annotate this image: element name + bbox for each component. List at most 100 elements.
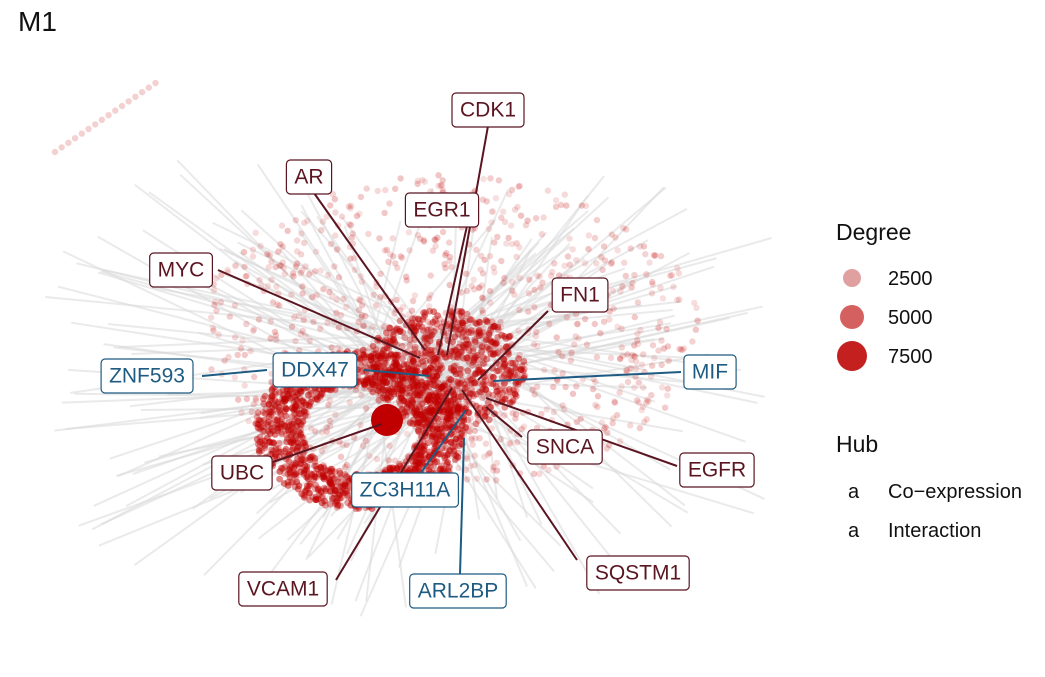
node <box>314 487 322 494</box>
node <box>474 417 482 424</box>
node <box>511 291 518 298</box>
node <box>503 343 510 351</box>
node <box>503 240 510 247</box>
node <box>414 231 422 239</box>
node <box>561 262 568 269</box>
node <box>410 363 417 370</box>
node <box>404 391 411 398</box>
node <box>418 379 426 386</box>
node <box>473 330 480 338</box>
node <box>332 487 339 494</box>
node <box>406 418 414 426</box>
node <box>326 479 334 486</box>
node <box>427 364 434 372</box>
node <box>408 404 415 411</box>
node <box>353 212 361 220</box>
node <box>333 309 340 317</box>
node <box>664 385 671 392</box>
node <box>458 371 465 378</box>
node <box>416 446 423 453</box>
node <box>454 453 461 461</box>
node <box>435 172 442 179</box>
node <box>479 295 486 302</box>
node <box>569 390 577 397</box>
node <box>423 415 430 423</box>
node <box>298 405 305 412</box>
node <box>434 397 442 404</box>
edge <box>477 347 702 360</box>
node <box>471 286 478 293</box>
node <box>463 287 471 295</box>
node <box>432 236 439 243</box>
node <box>494 349 501 357</box>
node <box>366 375 374 382</box>
node <box>415 419 422 426</box>
node <box>373 455 381 463</box>
node <box>514 371 521 379</box>
node <box>516 182 523 190</box>
node <box>239 337 246 344</box>
node <box>473 390 480 398</box>
node <box>376 362 384 370</box>
degree-legend-title: Degree <box>836 219 911 245</box>
node <box>145 84 152 91</box>
node <box>505 392 513 399</box>
hub-label-text-znf593: ZNF593 <box>109 365 185 388</box>
node <box>267 335 274 342</box>
node <box>296 395 304 402</box>
node <box>499 389 507 397</box>
node <box>415 418 423 426</box>
node <box>432 358 440 366</box>
node <box>658 361 665 369</box>
connector-myc <box>217 269 421 359</box>
node <box>283 438 290 446</box>
node <box>418 323 426 331</box>
node <box>401 385 409 392</box>
hub-label-box-myc <box>149 252 213 288</box>
node <box>467 415 474 422</box>
hub-label-text-egr1: EGR1 <box>413 199 470 222</box>
node <box>421 311 429 318</box>
hub-legend-glyph-interaction: a <box>848 520 860 542</box>
node <box>484 451 492 458</box>
node <box>442 418 450 425</box>
node <box>268 387 276 394</box>
node <box>266 438 274 446</box>
edge <box>279 248 387 373</box>
node <box>336 494 344 502</box>
node <box>311 462 319 470</box>
node <box>415 426 422 434</box>
node <box>297 402 305 409</box>
node <box>312 248 320 255</box>
node <box>295 482 303 490</box>
node <box>448 366 455 374</box>
node <box>649 362 656 369</box>
node <box>420 334 428 342</box>
node <box>414 177 421 184</box>
node <box>655 347 662 354</box>
node <box>443 249 450 257</box>
node <box>500 356 508 363</box>
node <box>409 315 416 323</box>
node <box>377 390 384 397</box>
node <box>469 361 476 369</box>
node <box>314 485 322 492</box>
node <box>333 497 341 505</box>
node <box>469 375 477 382</box>
hub-legend-title: Hub <box>836 431 878 457</box>
node <box>406 419 414 427</box>
node <box>326 487 334 495</box>
node <box>407 465 415 473</box>
node <box>363 185 370 192</box>
node <box>634 397 641 404</box>
connector-ar <box>313 192 426 351</box>
node <box>365 376 373 383</box>
node <box>281 270 288 278</box>
node <box>513 253 520 260</box>
node <box>332 411 339 418</box>
connector-egr1 <box>437 225 468 356</box>
node <box>232 262 239 269</box>
node <box>398 405 406 413</box>
node <box>335 324 343 331</box>
node <box>267 394 275 401</box>
